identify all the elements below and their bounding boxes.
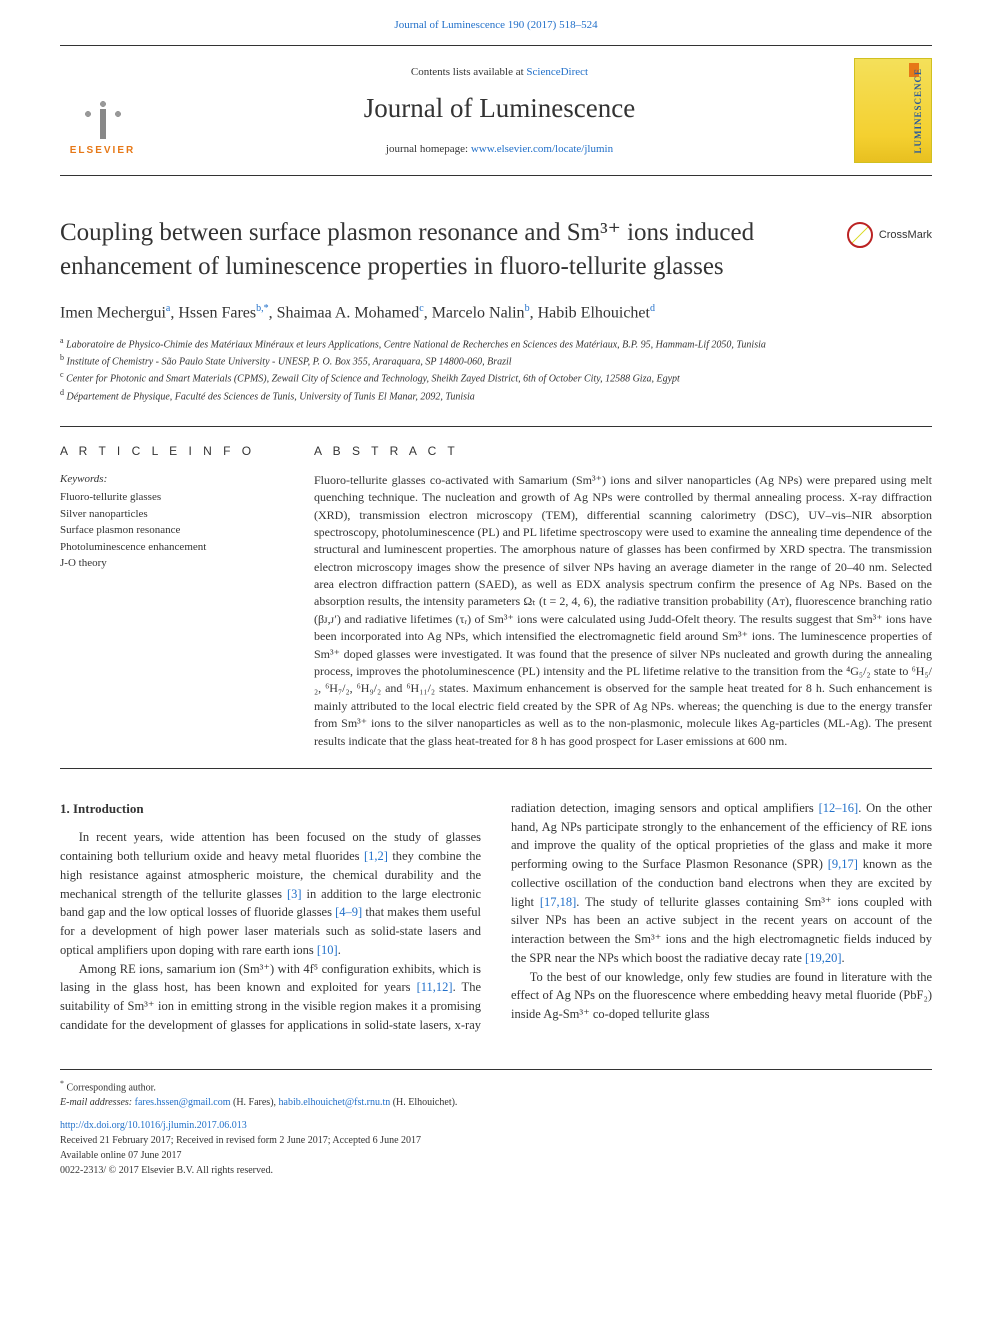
email-link[interactable]: fares.hssen@gmail.com — [135, 1097, 231, 1108]
journal-header: ELSEVIER Contents lists available at Sci… — [60, 45, 932, 176]
affiliation-b: b Institute of Chemistry - São Paulo Sta… — [60, 352, 932, 369]
article-title: Coupling between surface plasmon resonan… — [60, 216, 827, 284]
journal-name: Journal of Luminescence — [159, 90, 840, 128]
doi-link[interactable]: http://dx.doi.org/10.1016/j.jlumin.2017.… — [60, 1118, 932, 1133]
title-row: Coupling between surface plasmon resonan… — [60, 216, 932, 284]
abstract-text: Fluoro-tellurite glasses co-activated wi… — [314, 472, 932, 750]
citation[interactable]: [12–16] — [819, 801, 859, 815]
header-center: Contents lists available at ScienceDirec… — [159, 65, 840, 158]
homepage-line: journal homepage: www.elsevier.com/locat… — [159, 142, 840, 157]
email-link[interactable]: habib.elhouichet@fst.rnu.tn — [279, 1097, 391, 1108]
citation[interactable]: [1,2] — [364, 849, 388, 863]
citation[interactable]: [9,17] — [828, 857, 858, 871]
elsevier-wordmark: ELSEVIER — [70, 144, 135, 158]
affiliations: a Laboratoire de Physico-Chimie des Maté… — [60, 335, 932, 404]
author: Hssen Fares — [178, 304, 256, 321]
citation[interactable]: [10] — [317, 943, 338, 957]
top-journal-ref: Journal of Luminescence 190 (2017) 518–5… — [0, 0, 992, 45]
keyword: Photoluminescence enhancement — [60, 539, 280, 556]
cover-title: LUMINESCENCE — [912, 68, 925, 154]
abstract-col: A B S T R A C T Fluoro-tellurite glasses… — [314, 443, 932, 750]
crossmark-icon — [847, 222, 873, 248]
affiliation-c: c Center for Photonic and Smart Material… — [60, 369, 932, 386]
contents-line: Contents lists available at ScienceDirec… — [159, 65, 840, 80]
divider — [60, 426, 932, 427]
article-area: Coupling between surface plasmon resonan… — [60, 216, 932, 1034]
citation[interactable]: [4–9] — [335, 905, 362, 919]
keyword: Fluoro-tellurite glasses — [60, 489, 280, 506]
keywords-head: Keywords: — [60, 472, 280, 487]
author-list: Imen Mecherguia, Hssen Faresb,*, Shaimaa… — [60, 302, 932, 325]
corresponding-note: * Corresponding author. — [60, 1078, 932, 1095]
citation[interactable]: [19,20] — [805, 951, 841, 965]
body-text: 1. Introduction In recent years, wide at… — [60, 799, 932, 1035]
crossmark-badge[interactable]: CrossMark — [847, 222, 932, 248]
author: Imen Mechergui — [60, 304, 166, 321]
intro-p3: To the best of our knowledge, only few s… — [511, 968, 932, 1024]
citation[interactable]: [3] — [287, 887, 302, 901]
author: Habib Elhouichet — [538, 304, 650, 321]
top-journal-ref-link[interactable]: Journal of Luminescence 190 (2017) 518–5… — [394, 19, 597, 31]
available-line: Available online 07 June 2017 — [60, 1148, 932, 1163]
corresponding-star[interactable]: * — [264, 303, 269, 314]
article-info-head: A R T I C L E I N F O — [60, 443, 280, 460]
info-abstract-row: A R T I C L E I N F O Keywords: Fluoro-t… — [60, 443, 932, 750]
divider — [60, 768, 932, 769]
email-line: E-mail addresses: fares.hssen@gmail.com … — [60, 1095, 932, 1110]
copyright-line: 0022-2313/ © 2017 Elsevier B.V. All righ… — [60, 1163, 932, 1178]
elsevier-tree-icon — [68, 79, 138, 144]
author: Shaimaa A. Mohamed — [277, 304, 420, 321]
author: Marcelo Nalin — [432, 304, 525, 321]
crossmark-label: CrossMark — [879, 228, 932, 243]
keyword: J-O theory — [60, 555, 280, 572]
abstract-head: A B S T R A C T — [314, 443, 932, 460]
intro-heading: 1. Introduction — [60, 799, 481, 819]
sciencedirect-link[interactable]: ScienceDirect — [526, 66, 588, 78]
intro-p1: In recent years, wide attention has been… — [60, 828, 481, 959]
journal-cover-thumbnail: LUMINESCENCE — [854, 58, 932, 163]
affiliation-d: d Département de Physique, Faculté des S… — [60, 387, 932, 404]
received-line: Received 21 February 2017; Received in r… — [60, 1133, 932, 1148]
elsevier-logo: ELSEVIER — [60, 63, 145, 158]
homepage-link[interactable]: www.elsevier.com/locate/jlumin — [471, 143, 613, 155]
keywords-list: Fluoro-tellurite glasses Silver nanopart… — [60, 489, 280, 572]
citation[interactable]: [17,18] — [540, 895, 576, 909]
article-info-col: A R T I C L E I N F O Keywords: Fluoro-t… — [60, 443, 280, 750]
footer: * Corresponding author. E-mail addresses… — [60, 1069, 932, 1178]
citation[interactable]: [11,12] — [417, 980, 453, 994]
keyword: Silver nanoparticles — [60, 506, 280, 523]
affiliation-a: a Laboratoire de Physico-Chimie des Maté… — [60, 335, 932, 352]
keyword: Surface plasmon resonance — [60, 522, 280, 539]
